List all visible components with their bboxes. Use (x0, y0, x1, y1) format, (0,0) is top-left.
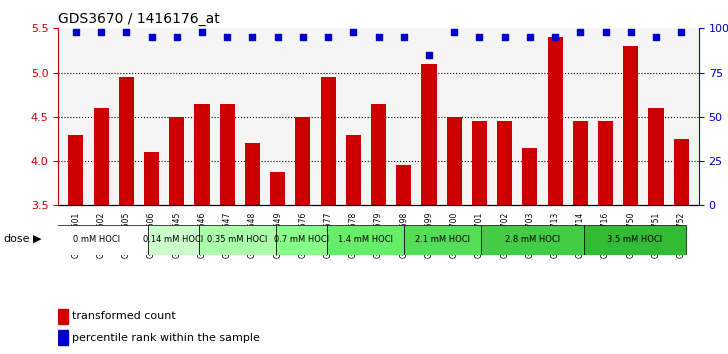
Bar (573, 121, 588, 205)
Bar (320, 77, 336, 205)
Bar (649, 108, 663, 205)
Text: 0.35 mM HOCl: 0.35 mM HOCl (207, 235, 268, 244)
Bar (68, 135, 84, 205)
Bar (296, 117, 310, 205)
FancyBboxPatch shape (404, 225, 481, 255)
Point (247, 34, 258, 40)
FancyBboxPatch shape (276, 225, 328, 255)
Point (171, 34, 183, 40)
FancyBboxPatch shape (45, 225, 148, 255)
Point (650, 34, 662, 40)
Point (600, 29, 612, 35)
Point (574, 29, 586, 35)
Point (398, 34, 410, 40)
Bar (598, 121, 613, 205)
FancyBboxPatch shape (148, 225, 199, 255)
Point (70, 29, 82, 35)
Text: 1.4 mM HOCl: 1.4 mM HOCl (339, 235, 393, 244)
Text: 0 mM HOCl: 0 mM HOCl (73, 235, 120, 244)
Text: 2.1 mM HOCl: 2.1 mM HOCl (415, 235, 470, 244)
Bar (220, 103, 235, 205)
Bar (58, 330, 68, 345)
Bar (144, 152, 159, 205)
Bar (270, 172, 285, 205)
FancyBboxPatch shape (199, 225, 276, 255)
Bar (94, 108, 108, 205)
Bar (522, 148, 537, 205)
Bar (673, 139, 689, 205)
Bar (447, 117, 462, 205)
FancyBboxPatch shape (584, 225, 686, 255)
Point (550, 34, 561, 40)
Text: transformed count: transformed count (72, 311, 176, 321)
Text: percentile rank within the sample: percentile rank within the sample (72, 332, 260, 343)
Text: 0.7 mM HOCl: 0.7 mM HOCl (274, 235, 329, 244)
Bar (422, 64, 437, 205)
Bar (169, 117, 184, 205)
Point (423, 52, 435, 58)
FancyBboxPatch shape (328, 225, 404, 255)
Bar (119, 77, 134, 205)
Point (474, 34, 486, 40)
Bar (58, 309, 68, 324)
Point (524, 34, 536, 40)
Point (373, 34, 384, 40)
Point (676, 29, 687, 35)
Point (499, 34, 510, 40)
Bar (346, 135, 361, 205)
Point (323, 34, 334, 40)
Bar (497, 121, 513, 205)
FancyBboxPatch shape (481, 225, 584, 255)
Point (146, 34, 157, 40)
Point (625, 29, 636, 35)
Bar (245, 143, 260, 205)
Point (272, 34, 283, 40)
Text: 0.14 mM HOCl: 0.14 mM HOCl (143, 235, 204, 244)
Point (448, 29, 460, 35)
Bar (472, 121, 487, 205)
Text: 3.5 mM HOCl: 3.5 mM HOCl (607, 235, 662, 244)
Bar (194, 103, 210, 205)
Point (347, 29, 359, 35)
Point (196, 29, 207, 35)
Bar (623, 46, 638, 205)
Point (221, 34, 233, 40)
Point (95, 29, 107, 35)
Text: GDS3670 / 1416176_at: GDS3670 / 1416176_at (58, 12, 220, 26)
Bar (547, 37, 563, 205)
Text: 2.8 mM HOCl: 2.8 mM HOCl (505, 235, 560, 244)
Text: ▶: ▶ (33, 234, 41, 244)
Point (297, 34, 309, 40)
Text: dose: dose (4, 234, 30, 244)
Bar (371, 103, 386, 205)
Point (121, 29, 132, 35)
Bar (396, 166, 411, 205)
